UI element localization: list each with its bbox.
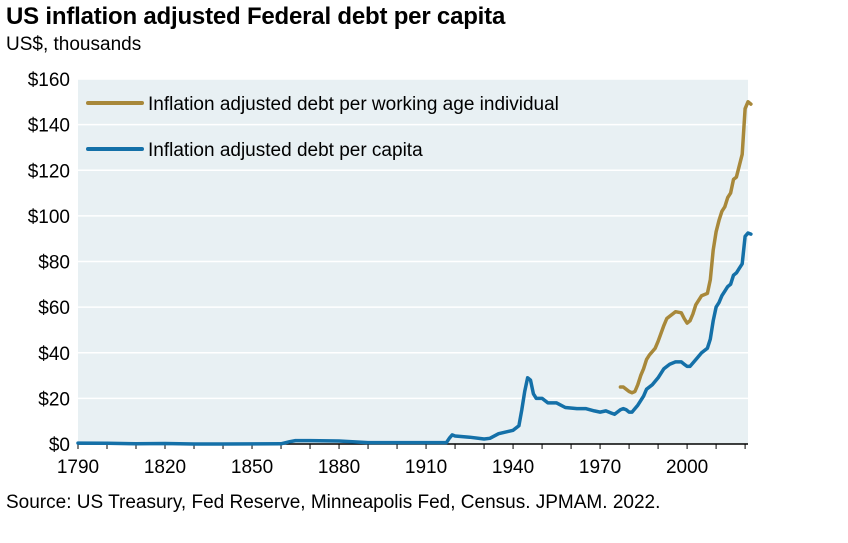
y-tick-label: $60 [38, 298, 70, 319]
x-tick-label: 1880 [318, 457, 360, 478]
y-tick-label: $160 [28, 70, 70, 91]
legend-label: Inflation adjusted debt per capita [148, 140, 423, 161]
x-tick-label: 1970 [579, 457, 621, 478]
x-tick-label: 1790 [57, 457, 99, 478]
legend-label: Inflation adjusted debt per working age … [148, 94, 559, 115]
y-tick-label: $40 [38, 344, 70, 365]
y-tick-label: $120 [28, 161, 70, 182]
chart-title: US inflation adjusted Federal debt per c… [6, 3, 506, 30]
y-tick-label: $140 [28, 116, 70, 137]
x-tick-label: 1910 [405, 457, 447, 478]
chart-subtitle: US$, thousands [6, 34, 142, 55]
y-tick-label: $0 [49, 435, 70, 456]
series-line-0 [618, 100, 753, 395]
x-tick-label: 1820 [144, 457, 186, 478]
series-line-1 [76, 231, 753, 446]
y-tick-label: $20 [38, 389, 70, 410]
y-tick-label: $100 [28, 207, 70, 228]
y-tick-label: $80 [38, 253, 70, 274]
source-note: Source: US Treasury, Fed Reserve, Minnea… [6, 492, 661, 513]
line-chart: $0 $20 $40 $60 $80 $100 $120 $140 $160 1790 1820 1… [28, 70, 753, 478]
x-tick-label: 1940 [492, 457, 534, 478]
x-tick-label: 1850 [231, 457, 273, 478]
x-tick-label: 2000 [666, 457, 708, 478]
